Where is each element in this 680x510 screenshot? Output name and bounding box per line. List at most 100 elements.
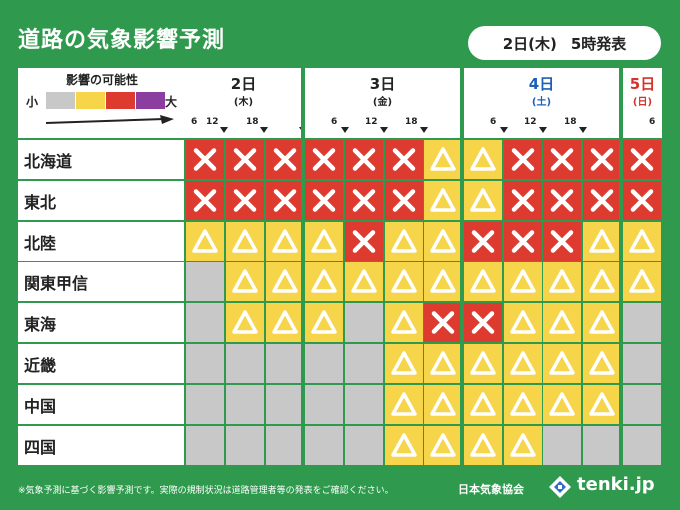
cross-icon [352,189,376,212]
triangle-icon [510,433,536,457]
no-impact-cell [226,344,264,383]
low-impact-cell [504,426,542,465]
high-impact-cell [623,181,661,220]
low-impact-cell [464,181,502,220]
no-impact-cell [345,426,383,465]
hour-label: 12 [365,117,378,127]
no-impact-cell [623,426,661,465]
low-impact-cell [464,385,502,424]
triangle-icon [470,351,496,375]
cross-icon [193,148,217,171]
day-divider [301,68,305,468]
triangle-icon [510,310,536,334]
low-impact-cell [543,344,581,383]
organization-name: 日本気象協会 [458,483,524,496]
low-impact-cell [543,262,581,301]
high-impact-cell [543,140,581,179]
weekday-label: (金) [372,97,393,108]
low-impact-cell [464,262,502,301]
legend-swatch-very-high [136,92,165,109]
region-label: 東海 [18,303,184,342]
triangle-icon [430,433,456,457]
low-impact-cell [305,262,343,301]
region-label: 北陸 [18,222,184,261]
low-impact-cell [385,426,423,465]
hour-label: 6 [331,117,338,127]
triangle-icon [311,229,337,253]
triangle-icon [391,392,417,416]
cross-icon [273,189,297,212]
tick-mark [500,127,508,133]
cross-icon [590,189,614,212]
cross-icon [352,230,376,253]
hour-label: 6 [490,117,497,127]
triangle-icon [232,310,258,334]
high-impact-cell [424,303,462,342]
triangle-icon [311,269,337,293]
triangle-icon [470,433,496,457]
triangle-icon [589,269,615,293]
cross-icon [630,148,654,171]
triangle-icon [510,351,536,375]
page-title: 道路の気象影響予測 [18,28,226,53]
high-impact-cell [504,222,542,261]
low-impact-cell [424,385,462,424]
low-impact-cell [504,303,542,342]
triangle-icon [589,310,615,334]
low-impact-cell [504,344,542,383]
no-impact-cell [186,385,224,424]
region-label: 北海道 [18,140,184,179]
high-impact-cell [226,140,264,179]
weekday-label: (木) [233,97,254,108]
no-impact-cell [543,426,581,465]
high-impact-cell [504,140,542,179]
cross-icon [312,148,336,171]
tick-mark [420,127,428,133]
triangle-icon [272,229,298,253]
triangle-icon [470,269,496,293]
low-impact-cell [226,222,264,261]
day-column: 5日 (日) 6 [623,68,662,138]
low-impact-cell [424,344,462,383]
no-impact-cell [305,344,343,383]
high-impact-cell [345,140,383,179]
legend-swatch-low [76,92,105,109]
no-impact-cell [226,426,264,465]
low-impact-cell [583,222,621,261]
cross-icon [233,189,257,212]
day-label: 3日 [369,75,396,93]
high-impact-cell [464,303,502,342]
footnote: ※気象予測に基づく影響予測です。実際の規制状況は道路管理者等の発表をご確認くださ… [18,486,394,496]
low-impact-cell [385,303,423,342]
cross-icon [431,311,455,334]
low-impact-cell [266,262,304,301]
cross-icon [550,148,574,171]
low-impact-cell [464,426,502,465]
tick-mark [341,127,349,133]
low-impact-cell [464,140,502,179]
region-label: 近畿 [18,344,184,383]
hour-label: 6 [191,117,198,127]
low-impact-cell [226,303,264,342]
low-impact-cell [266,303,304,342]
high-impact-cell [543,181,581,220]
cross-icon [550,189,574,212]
cross-icon [312,189,336,212]
legend: 影響の可能性 小 大 [18,68,186,138]
legend-swatch-none [46,92,75,109]
high-impact-cell [305,140,343,179]
triangle-icon [391,433,417,457]
cross-icon [511,148,535,171]
issued-time: 5時発表 [570,34,627,53]
triangle-icon [351,269,377,293]
triangle-icon [391,269,417,293]
time-header: 2日 (木) 6 12 18 3日 (金) 6 12 18 4日 (土) 6 1… [186,68,662,138]
triangle-icon [510,269,536,293]
region-label: 関東甲信 [18,262,184,301]
high-impact-cell [345,181,383,220]
day-label: 2日 [230,75,257,93]
high-impact-cell [623,140,661,179]
triangle-icon [192,229,218,253]
day-column: 2日 (木) 6 12 18 [186,68,307,138]
high-impact-cell [464,222,502,261]
